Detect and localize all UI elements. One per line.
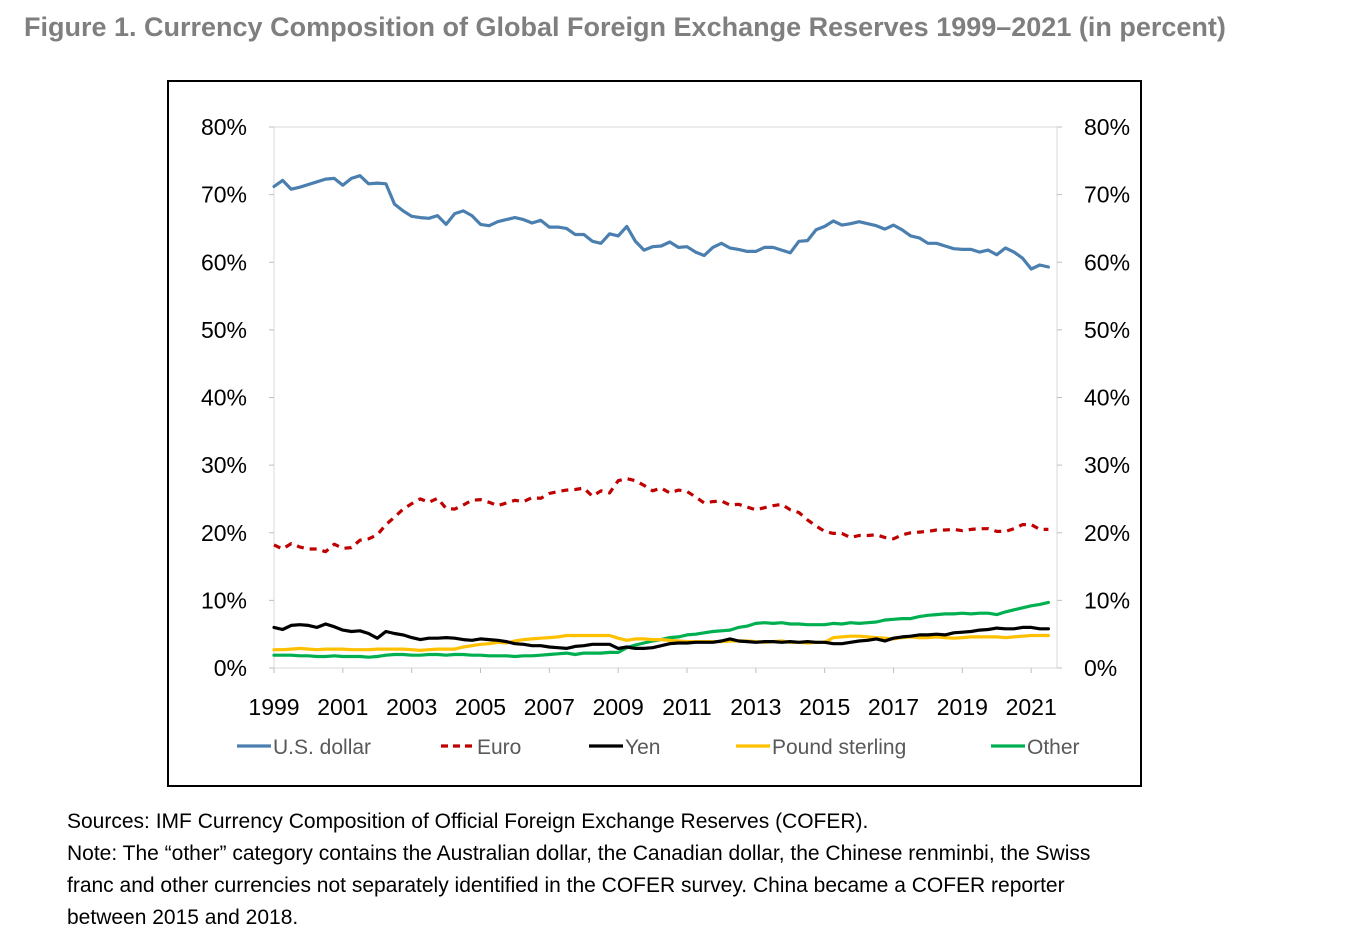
y-tick-label-left: 70%: [201, 182, 247, 208]
x-tick-label: 1999: [248, 694, 299, 720]
x-tick-label: 2019: [937, 694, 988, 720]
x-tick-label: 2017: [868, 694, 919, 720]
y-tick-label-left: 40%: [201, 385, 247, 411]
figure-title: Figure 1. Currency Composition of Global…: [24, 12, 1226, 42]
y-tick-label-left: 10%: [201, 587, 247, 613]
x-tick-label: 2003: [386, 694, 437, 720]
series-line-u-s-dollar: [272, 174, 1050, 271]
notes: Sources: IMF Currency Composition of Off…: [67, 806, 1267, 934]
legend-label-yen: Yen: [625, 736, 660, 759]
axes-layer: 0% 0% 10% 10% 20% 20% 30% 30% 40% 40% 50% 50% 60% 60%…: [201, 114, 1130, 720]
series-layer: [272, 174, 1050, 659]
sources-text: Sources: IMF Currency Composition of Off…: [67, 810, 869, 833]
y-tick-label-left: 50%: [201, 317, 247, 343]
y-tick-label-left: 0%: [214, 655, 247, 681]
x-tick-label: 2021: [1006, 694, 1057, 720]
x-tick-label: 2007: [524, 694, 575, 720]
y-tick-label-right: 0%: [1084, 655, 1117, 681]
note-line-2: franc and other currencies not separatel…: [67, 874, 1065, 897]
x-tick-label: 2015: [799, 694, 850, 720]
x-tick-label: 2001: [317, 694, 368, 720]
y-tick-label-left: 30%: [201, 452, 247, 478]
note-line-1: Note: The “other” category contains the …: [67, 842, 1091, 865]
note-line-3: between 2015 and 2018.: [67, 906, 299, 929]
series-line-pound-sterling: [272, 633, 1050, 652]
series-line-yen: [272, 622, 1050, 650]
y-tick-label-right: 20%: [1084, 520, 1130, 546]
y-tick-label-right: 60%: [1084, 249, 1130, 275]
x-tick-label: 2009: [593, 694, 644, 720]
y-tick-label-right: 80%: [1084, 114, 1130, 140]
x-tick-label: 2011: [662, 694, 711, 720]
chart-frame: 0% 0% 10% 10% 20% 20% 30% 30% 40% 40% 50% 50% 60% 60%…: [167, 80, 1142, 787]
y-tick-label-left: 20%: [201, 520, 247, 546]
legend-label-euro: Euro: [477, 736, 521, 759]
legend-label-pound-sterling: Pound sterling: [772, 736, 906, 759]
x-tick-label: 2005: [455, 694, 506, 720]
plot-area: [273, 126, 1058, 669]
y-tick-label-left: 60%: [201, 249, 247, 275]
y-tick-label-right: 10%: [1084, 587, 1130, 613]
legend-label-other: Other: [1027, 736, 1080, 759]
y-tick-label-right: 30%: [1084, 452, 1130, 478]
y-tick-label-right: 70%: [1084, 182, 1130, 208]
legend-layer: U.S. dollar Euro Yen Pound sterling Other: [237, 736, 1080, 759]
x-tick-label: 2013: [730, 694, 781, 720]
y-tick-label-left: 80%: [201, 114, 247, 140]
chart-svg: 0% 0% 10% 10% 20% 20% 30% 30% 40% 40% 50% 50% 60% 60%…: [201, 114, 1130, 759]
y-tick-label-right: 40%: [1084, 385, 1130, 411]
series-line-euro: [273, 477, 1049, 554]
y-tick-label-right: 50%: [1084, 317, 1130, 343]
legend-label-u-s-dollar: U.S. dollar: [273, 736, 371, 759]
